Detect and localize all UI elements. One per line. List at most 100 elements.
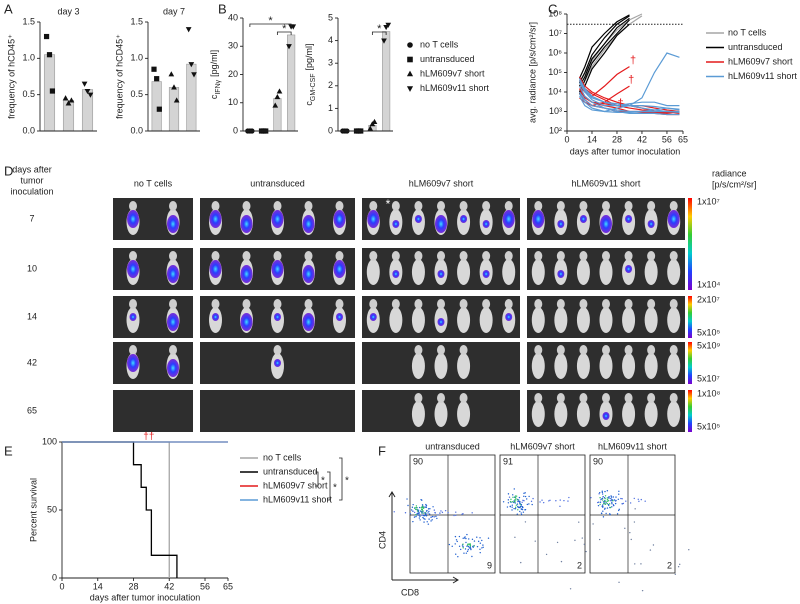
y-tick-label: 4: [328, 35, 333, 45]
event-dot: [477, 540, 480, 543]
event-dot: [471, 538, 474, 541]
mouse-head: [602, 201, 610, 211]
colorbar: [688, 342, 692, 384]
event-dot: [629, 531, 631, 534]
event-dot: [467, 548, 469, 551]
event-dot: [514, 502, 516, 504]
panel-label: F: [378, 443, 386, 458]
mouse-head: [335, 201, 344, 211]
event-dot: [606, 507, 609, 509]
mouse-body: [389, 307, 403, 333]
label-subscript: GM-CSF: [310, 73, 317, 101]
y-axis-label: frequency of hCD45⁺: [114, 34, 124, 119]
event-dot: [624, 527, 626, 530]
event-dot: [633, 521, 636, 523]
event-dot: [530, 500, 533, 503]
x-axis-label: days after tumor inoculation: [90, 592, 201, 602]
event-dot: [425, 515, 428, 517]
y-tick-label: 0.0: [22, 125, 35, 135]
plot-title: untransduced: [425, 441, 480, 451]
event-dot: [423, 517, 425, 520]
event-dot: [507, 499, 510, 501]
data-point: [46, 52, 53, 58]
event-dot: [521, 508, 524, 511]
annotation: †: [628, 74, 634, 86]
event-dot: [652, 544, 655, 546]
mouse-head: [482, 251, 491, 261]
x-tick-label: 65: [223, 581, 233, 591]
event-dot: [611, 502, 613, 505]
event-dot: [611, 506, 613, 508]
event-dot: [512, 494, 514, 496]
colorbar-min: 5x10⁵: [697, 421, 721, 431]
event-dot: [609, 499, 611, 502]
event-dot: [688, 549, 690, 551]
event-dot: [532, 497, 534, 500]
mouse-head: [556, 393, 565, 403]
event-dot: [583, 543, 586, 546]
event-dot: [604, 503, 607, 505]
signal: [302, 215, 315, 233]
event-dot: [518, 500, 520, 503]
signal: [667, 210, 680, 228]
event-dot: [441, 511, 444, 514]
mouse-head: [391, 201, 400, 211]
event-dot: [423, 512, 426, 514]
signal: [505, 313, 513, 321]
mouse-group: [366, 299, 516, 333]
quadrant-value: 2: [577, 560, 582, 570]
event-dot: [468, 547, 471, 549]
event-dot: [502, 501, 505, 503]
event-dot: [521, 506, 524, 509]
mouse-head: [335, 299, 344, 309]
event-dot: [610, 497, 612, 500]
event-dot: [601, 493, 604, 495]
mouse-head: [602, 345, 610, 355]
survival-curve: [62, 441, 170, 578]
event-dot: [451, 545, 453, 548]
event-dot: [511, 504, 513, 506]
mouse-head: [414, 345, 423, 355]
event-dot: [508, 496, 511, 498]
mouse-head: [242, 201, 251, 211]
mouse-head: [504, 251, 513, 261]
mouse-head: [459, 299, 468, 309]
mouse-head: [273, 201, 282, 211]
event-dot: [479, 542, 482, 544]
event-dot: [569, 588, 572, 590]
signal: [437, 270, 445, 278]
significance-label: *: [377, 23, 382, 35]
data-point: [49, 88, 56, 94]
colorbar-max: 2x10⁷: [697, 294, 720, 304]
event-dot: [430, 520, 432, 522]
mouse-head: [437, 201, 445, 211]
data-point: [68, 97, 75, 103]
mouse-body: [644, 401, 658, 427]
mouse-group: [209, 251, 346, 285]
x-axis-label: days after tumor inoculation: [570, 146, 681, 156]
event-dot: [412, 520, 414, 523]
event-dot: [440, 510, 442, 512]
signal: [274, 313, 281, 321]
event-dot: [528, 503, 530, 505]
event-dot: [621, 498, 623, 500]
signal: [482, 220, 490, 228]
event-dot: [479, 537, 481, 539]
event-dot: [470, 548, 472, 551]
bar: [151, 81, 162, 132]
significance-label: *: [321, 476, 325, 487]
event-dot: [454, 535, 457, 538]
mouse-head: [414, 393, 423, 403]
mouse-head: [602, 299, 610, 309]
event-dot: [421, 512, 423, 514]
legend-label: hLM609v11 short: [728, 71, 797, 81]
colorbar: [688, 198, 692, 290]
mouse-body: [599, 259, 613, 285]
event-dot: [466, 545, 468, 547]
series-line: [578, 19, 630, 93]
mouse-head: [556, 201, 565, 211]
y-tick-label: 0.0: [130, 125, 143, 135]
event-dot: [616, 513, 619, 515]
signal: [625, 215, 633, 223]
signal: [557, 220, 565, 228]
